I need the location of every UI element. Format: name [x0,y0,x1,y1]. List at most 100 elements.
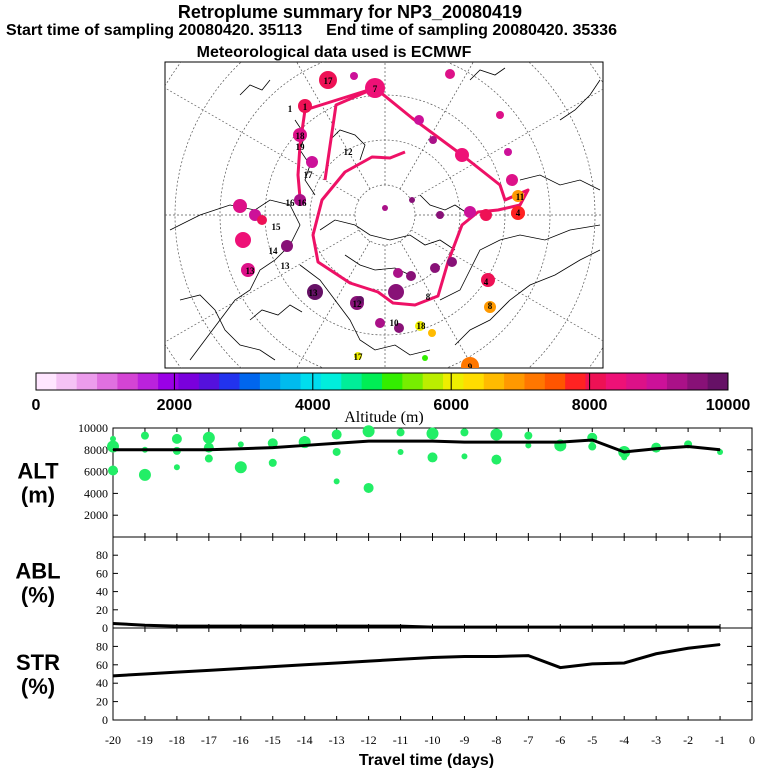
panel-frame [112,627,753,721]
y-tick-label: 80 [96,639,108,653]
series-point [400,440,402,442]
map-dot [464,206,476,218]
altitude-dot [140,431,149,440]
map-number-label: 16 [286,198,296,208]
colorbar-cell [300,373,322,390]
map-number-label: 12 [344,147,354,157]
series-point [240,448,242,450]
series-point [112,675,114,677]
series-point [400,625,402,627]
coastline [439,224,601,301]
map-number-label: 13 [246,266,256,276]
meridian-line [410,229,603,342]
series-point [432,440,433,442]
series-point [176,625,178,627]
altitude-dot [268,458,277,467]
colorbar-cell [605,373,627,390]
series-point [336,625,338,627]
series-point [719,626,721,628]
series-point [463,441,465,443]
y-axis-label: ALT [17,459,59,484]
x-tick-label: -14 [297,733,313,747]
y-axis-label: (%) [21,674,55,699]
altitude-dot [490,428,503,441]
map-number-label: 13 [281,261,291,271]
coastline [329,129,366,161]
map-number-label: 8 [488,301,493,311]
y-tick-label: 0 [102,713,108,727]
colorbar-cell [198,373,220,390]
map-number-label: 18 [417,321,427,331]
series-point [240,667,242,669]
plume-track-west [296,86,376,199]
altitude-dot [332,447,341,456]
map-dot [307,284,323,300]
x-tick-label: -18 [169,733,185,747]
map-number-label: 15 [272,222,282,232]
y-tick-label: 8000 [84,443,108,457]
altitude-dot [173,464,180,471]
colorbar-cell [463,373,485,390]
map-dot [257,215,267,225]
panel-alt: 10000 8000 6000 4000 2000 ALT(m) [17,421,753,538]
map-dot [512,190,524,202]
altitude-dot [461,453,468,460]
map-dot [235,232,251,248]
series-point [495,626,497,628]
altitude-dot [108,465,118,476]
map-dot [393,268,403,278]
y-axis-label: STR [16,650,60,675]
map-dot [504,148,512,156]
series-point [368,660,370,662]
colorbar-cell [158,373,179,390]
x-tick-label: 0 [749,733,755,747]
colorbar-cell [443,373,464,390]
map-dot [422,355,428,361]
series-point [655,626,657,628]
x-tick-label: -17 [201,733,217,747]
colorbar-cell [117,373,139,390]
colorbar-cell [666,373,688,390]
map-number-label: 9 [468,362,473,372]
x-tick-label: -10 [425,733,441,747]
map-number-label: 16 [298,198,308,208]
colorbar-cell [280,373,301,390]
x-tick-label: -15 [265,733,281,747]
map-number-label: 4 [516,208,521,218]
colorbar-tick-label: 0 [32,397,41,414]
series-point [272,625,274,627]
colorbar: 0 2000 4000 6000 8000 10000 Altitude (m) [32,372,750,426]
y-tick-label: 60 [96,658,108,672]
colorbar-cell [259,373,281,390]
map-dot [409,197,415,203]
map-dot [506,174,518,186]
altitude-dot [202,431,215,444]
x-tick-label: -9 [459,733,469,747]
series-point [176,671,178,673]
map-number-label: 1 [288,104,293,114]
altitude-dot [460,428,469,437]
series-point [623,662,625,664]
map-dot [365,78,385,98]
x-tick-label: -4 [619,733,629,747]
series-point [495,656,497,658]
colorbar-cell [76,373,98,390]
altitude-dot [234,461,247,474]
colorbar-cell [585,373,607,390]
x-tick-label: -8 [491,733,501,747]
colorbar-cell [524,373,546,390]
map-dot [455,148,469,162]
colorbar-cell [382,373,403,390]
altitude-dot [171,433,182,444]
series-point [144,673,146,675]
map-dot [306,156,318,168]
map-dot [415,321,425,331]
series-point [559,667,561,669]
map-dot [281,240,293,252]
series-point [144,449,146,451]
map-number-label: 18 [296,131,306,141]
series-point [176,449,178,451]
